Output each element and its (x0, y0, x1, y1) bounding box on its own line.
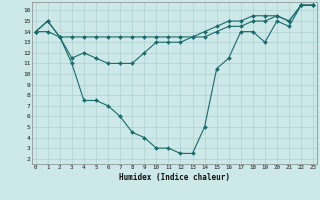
X-axis label: Humidex (Indice chaleur): Humidex (Indice chaleur) (119, 173, 230, 182)
